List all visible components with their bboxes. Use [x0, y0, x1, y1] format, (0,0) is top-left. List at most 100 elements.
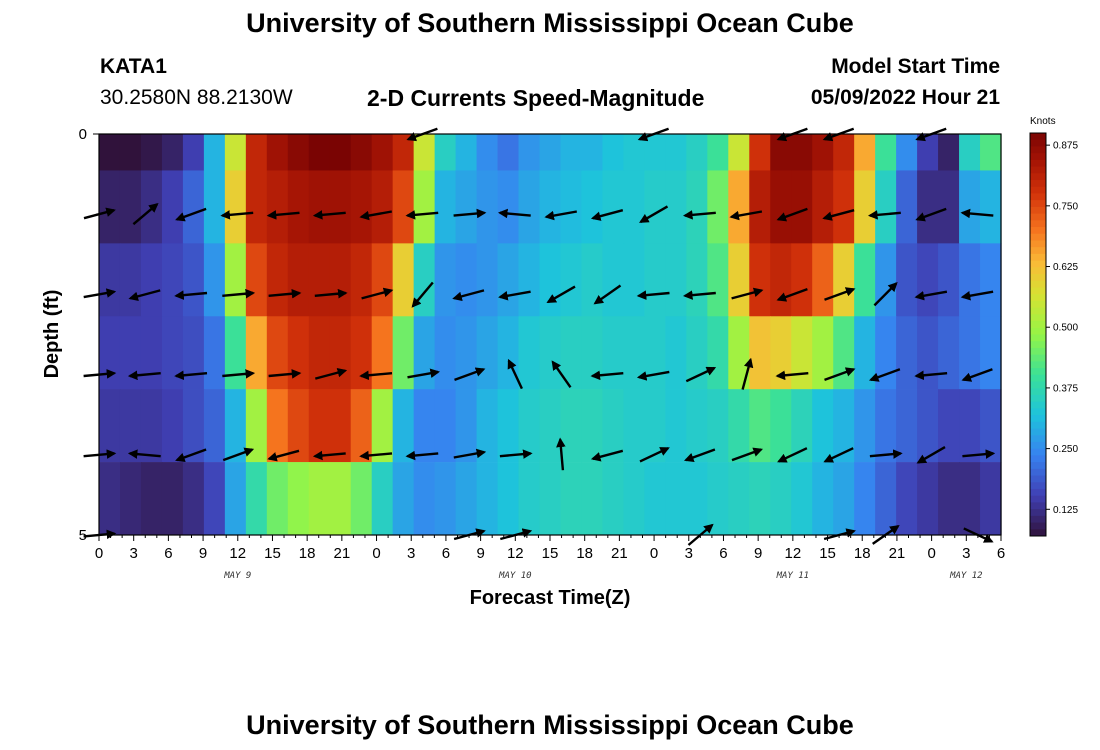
heatmap-cell — [665, 243, 687, 317]
colorbar-segment — [1030, 475, 1046, 483]
heatmap-cell — [182, 389, 205, 463]
heatmap-cell — [245, 316, 268, 390]
heatmap-cell — [602, 316, 625, 390]
current-vector-arrow — [359, 370, 393, 381]
current-vector-arrow — [498, 290, 531, 301]
heatmap-cell — [140, 170, 163, 244]
heatmap-cell — [350, 462, 373, 536]
current-vector-arrow — [824, 287, 856, 301]
heatmap-cell — [770, 134, 792, 171]
heatmap-cell — [308, 243, 331, 317]
y-tick-label: 5 — [79, 527, 87, 544]
heatmap-cell — [518, 462, 541, 536]
heatmap-cell — [476, 134, 499, 171]
heatmap-cell — [833, 316, 855, 390]
heatmap-cell — [896, 316, 918, 390]
current-vector-arrow — [267, 449, 300, 462]
heatmap-cell — [266, 316, 289, 390]
colorbar-tick-label: 0.500 — [1053, 323, 1078, 334]
x-tick-label: 18 — [576, 545, 593, 562]
heatmap-cell — [371, 389, 394, 463]
colorbar-segment — [1030, 388, 1046, 396]
colorbar-segment — [1030, 200, 1046, 208]
x-tick-label: 21 — [334, 545, 351, 562]
colorbar-segment — [1030, 180, 1046, 188]
heatmap-cell — [224, 170, 247, 244]
heatmap-cell — [476, 170, 499, 244]
heatmap-cell — [350, 134, 373, 171]
current-vector-arrow — [593, 284, 622, 305]
y-axis: 05 — [79, 126, 99, 544]
colorbar-segment — [1030, 529, 1046, 537]
colorbar-segment — [1030, 227, 1046, 235]
heatmap-cell — [581, 316, 604, 390]
current-vector-arrow — [128, 289, 161, 302]
colorbar-segment — [1030, 394, 1046, 403]
heatmap-cell — [770, 462, 792, 536]
heatmap-cell — [623, 389, 645, 463]
date-label: MAY 11 — [776, 571, 810, 581]
colorbar-segment — [1030, 253, 1046, 262]
heatmap-cell — [350, 170, 373, 244]
x-tick-label: 3 — [407, 545, 415, 562]
heatmap-cell — [140, 243, 163, 317]
heatmap-cell — [686, 389, 708, 463]
colorbar-tick-label: 0.375 — [1053, 383, 1078, 394]
heatmap-cell — [854, 389, 876, 463]
current-vector-arrow — [127, 370, 161, 381]
current-vector-arrow — [639, 447, 670, 463]
current-vector-arrow — [220, 210, 254, 220]
x-tick-label: 0 — [372, 545, 380, 562]
heatmap-cell — [812, 389, 834, 463]
heatmap-cell — [140, 134, 163, 171]
heatmap-cell — [371, 316, 394, 390]
x-tick-label: 18 — [299, 545, 316, 562]
current-vector-arrow — [868, 368, 901, 382]
colorbar-segment — [1030, 153, 1046, 161]
heatmap-cell — [476, 462, 499, 536]
heatmap-cell — [350, 389, 373, 463]
heatmap-cell — [518, 389, 541, 463]
heatmap-cell — [413, 316, 436, 390]
heatmap-cell — [99, 134, 121, 171]
heatmap-cell — [182, 134, 205, 171]
heatmap-cell — [413, 243, 436, 317]
heatmap-cell — [770, 170, 792, 244]
heatmap-cell — [707, 134, 729, 171]
current-vector-arrow — [222, 447, 255, 462]
heatmap-cell — [99, 170, 121, 244]
heatmap-cell — [287, 134, 310, 171]
current-vector-arrow — [962, 449, 996, 459]
colorbar-segment — [1030, 173, 1046, 181]
heatmap-cell — [308, 389, 331, 463]
current-vector-arrow — [741, 357, 754, 390]
heatmap-cell — [140, 316, 163, 390]
colorbar-segment — [1030, 280, 1046, 288]
colorbar-segment — [1030, 415, 1046, 423]
colorbar-segment — [1030, 482, 1046, 490]
heatmap-cell — [182, 316, 205, 390]
heatmap-cell — [392, 170, 415, 244]
heatmap-cell — [791, 316, 813, 390]
current-vector-arrow — [639, 205, 669, 223]
colorbar-segment — [1030, 428, 1046, 436]
heatmap-cell — [623, 316, 645, 390]
x-tick-label: 12 — [229, 545, 246, 562]
heatmap-cell — [749, 243, 771, 317]
colorbar-segment — [1030, 233, 1046, 241]
heatmap-cell — [245, 462, 268, 536]
x-tick-label: 0 — [927, 545, 935, 562]
heatmap-cell — [875, 316, 897, 390]
current-vector-arrow — [314, 288, 348, 299]
heatmap-cell — [560, 170, 583, 244]
current-vector-arrow — [914, 290, 948, 301]
colorbar-segment — [1030, 341, 1046, 349]
heatmap-cell — [728, 462, 750, 536]
current-vector-arrow — [174, 370, 208, 381]
heatmap-cell — [497, 389, 520, 463]
heatmap-cell — [392, 134, 415, 171]
current-vector-arrow — [175, 207, 207, 222]
current-vector-arrow — [731, 287, 764, 300]
heatmap-cell — [665, 316, 687, 390]
heatmap-cell — [539, 389, 562, 463]
